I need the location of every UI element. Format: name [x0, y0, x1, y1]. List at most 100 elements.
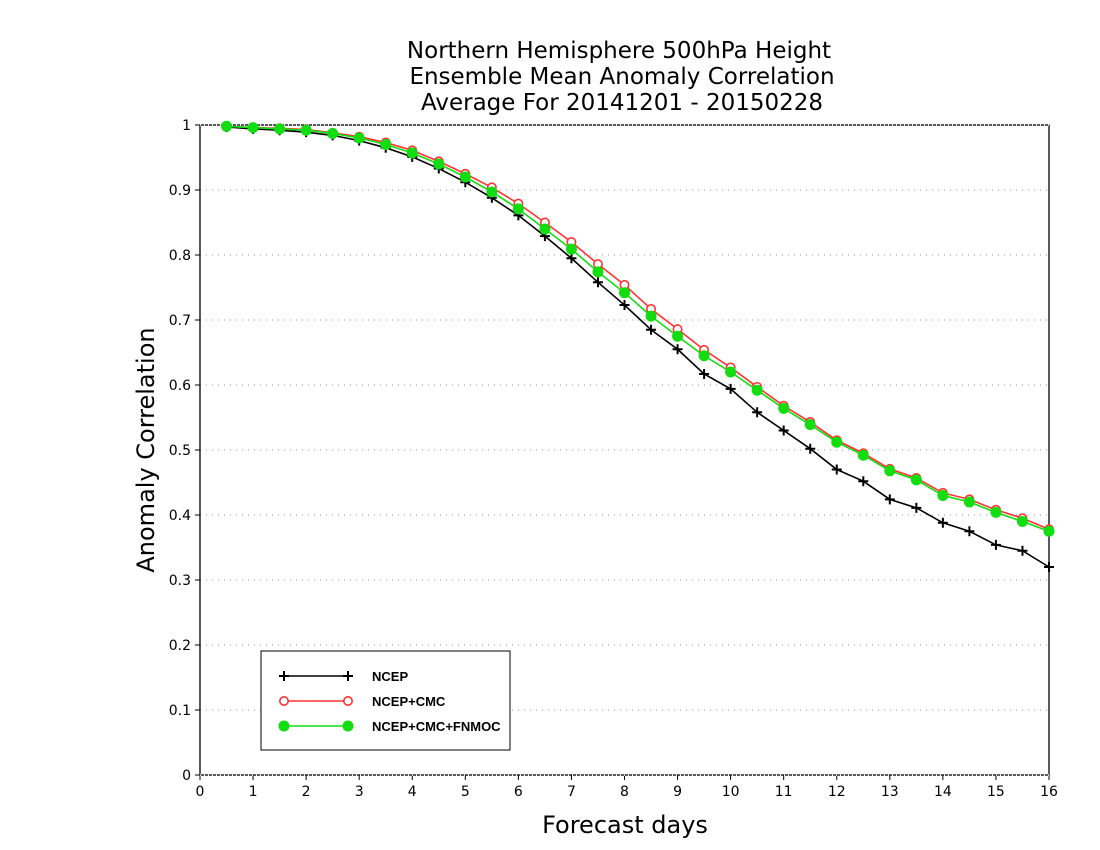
data-point [300, 124, 312, 136]
data-point [539, 223, 551, 235]
series-line [226, 126, 1050, 568]
x-tick-label: 16 [1040, 784, 1058, 800]
x-tick-label: 4 [408, 784, 417, 800]
chart-title: Northern Hemisphere 500hPa Height Ensemb… [407, 38, 835, 116]
x-tick-label: 13 [881, 784, 899, 800]
data-point [619, 300, 630, 311]
legend-entry: NCEP [279, 669, 408, 684]
legend-marker [343, 671, 353, 681]
data-point [221, 120, 233, 132]
data-point [910, 474, 922, 486]
data-point [831, 436, 843, 448]
x-tick-label: 9 [673, 784, 682, 800]
x-tick-label: 0 [196, 784, 205, 800]
data-point [857, 449, 869, 461]
data-point [725, 366, 737, 378]
data-point [433, 158, 445, 170]
data-point [646, 324, 657, 335]
x-tick-label: 8 [620, 784, 629, 800]
data-point [990, 539, 1001, 550]
y-tick-label: 0 [182, 768, 191, 784]
data-point [247, 122, 259, 134]
data-point [804, 419, 816, 431]
data-point [858, 476, 869, 487]
data-point [778, 402, 790, 414]
data-point [512, 203, 524, 215]
series-line [226, 125, 1050, 531]
data-point [380, 139, 392, 150]
series-ncep [221, 121, 1054, 572]
x-tick-label: 6 [514, 784, 523, 800]
data-point [619, 287, 630, 299]
x-tick-label: 15 [987, 784, 1005, 800]
legend: NCEP NCEP+CMC NCEP+CMC+FNMOC [260, 650, 511, 751]
legend-marker [342, 695, 353, 706]
y-tick-label: 0.5 [169, 443, 191, 459]
title-line-2: Ensemble Mean Anomaly Correlation [409, 64, 834, 90]
legend-marker [278, 720, 290, 732]
data-series [221, 120, 1055, 572]
data-point [645, 310, 657, 322]
series-ncep-cmc [221, 121, 1055, 535]
data-point [911, 502, 922, 513]
x-tick-label: 10 [722, 784, 740, 800]
legend-label: NCEP+CMC [372, 694, 446, 709]
legend-entry: NCEP+CMC+FNMOC [278, 719, 501, 734]
data-point [831, 464, 842, 475]
legend-marker [279, 671, 289, 681]
data-point [1043, 525, 1055, 537]
axis-ticks: 00.10.20.30.40.50.60.70.80.910 1 2 3 4 5 6 7 8 9 1… [169, 118, 1058, 800]
data-point [406, 147, 418, 159]
y-tick-label: 0.7 [169, 313, 191, 329]
data-point [937, 490, 949, 501]
data-point [699, 368, 710, 379]
data-point [672, 344, 683, 355]
data-point [963, 496, 975, 508]
series-line [226, 125, 1050, 533]
y-tick-label: 0.2 [169, 638, 191, 654]
legend-entry: NCEP+CMC [278, 694, 446, 709]
data-point [353, 132, 365, 144]
y-tick-label: 0.4 [169, 508, 191, 524]
x-tick-label: 1 [249, 784, 258, 800]
data-point [937, 517, 948, 528]
data-point [565, 243, 577, 255]
data-point [884, 494, 895, 505]
data-point [964, 526, 975, 537]
x-tick-label: 7 [567, 784, 576, 800]
x-tick-label: 2 [302, 784, 311, 800]
legend-marker [342, 720, 354, 732]
x-tick-label: 5 [461, 784, 470, 800]
data-point [698, 350, 710, 362]
data-point [672, 330, 684, 342]
title-line-1: Northern Hemisphere 500hPa Height [407, 38, 831, 64]
title-line-3: Average For 20141201 - 20150228 [421, 90, 823, 116]
x-tick-label: 14 [934, 784, 952, 800]
data-point [778, 425, 789, 436]
x-tick-label: 12 [828, 784, 846, 800]
x-axis-label: Forecast days [542, 811, 708, 839]
legend-label: NCEP+CMC+FNMOC [372, 719, 501, 734]
y-tick-label: 0.8 [169, 248, 191, 264]
data-point [1044, 562, 1054, 572]
y-tick-label: 0.1 [169, 703, 191, 719]
data-point [990, 506, 1002, 518]
data-point [486, 186, 498, 198]
x-tick-label: 3 [355, 784, 364, 800]
data-point [592, 266, 604, 278]
y-axis-label: Anomaly Correlation [132, 327, 160, 572]
y-tick-label: 0.9 [169, 183, 191, 199]
data-point [327, 127, 339, 139]
legend-label: NCEP [372, 669, 408, 684]
data-point [805, 443, 816, 454]
data-point [592, 277, 603, 288]
data-point [1017, 545, 1028, 556]
y-tick-label: 1 [182, 118, 191, 134]
data-point [566, 253, 577, 264]
y-tick-label: 0.6 [169, 378, 191, 394]
data-point [274, 123, 286, 135]
y-tick-label: 0.3 [169, 573, 191, 589]
legend-marker [278, 695, 289, 706]
x-tick-label: 11 [775, 784, 793, 800]
